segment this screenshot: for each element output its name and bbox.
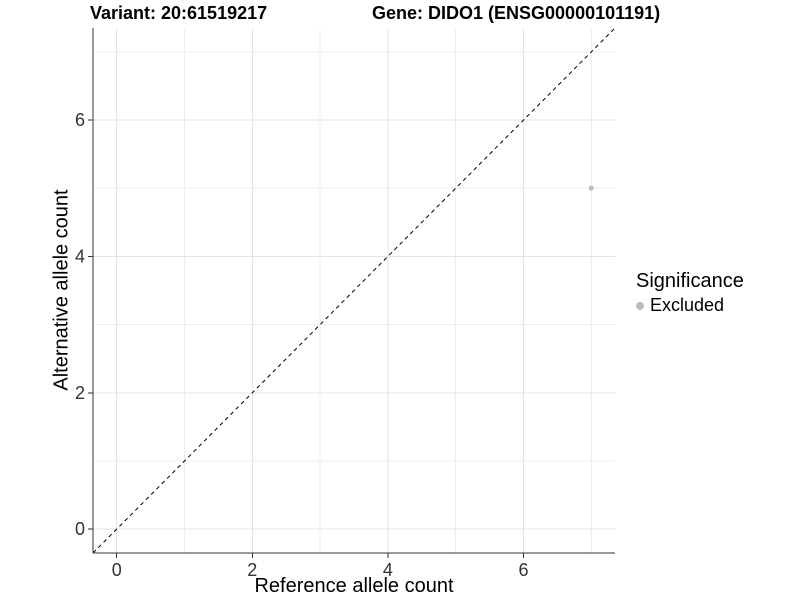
y-tick-label: 2 bbox=[75, 383, 85, 403]
legend-item-excluded: Excluded bbox=[636, 295, 744, 316]
legend: Significance Excluded bbox=[636, 270, 744, 316]
y-tick-label: 4 bbox=[75, 246, 85, 266]
legend-title: Significance bbox=[636, 270, 744, 292]
data-point bbox=[588, 185, 594, 191]
x-tick-label: 6 bbox=[518, 560, 528, 580]
x-axis-title: Reference allele count bbox=[254, 575, 454, 597]
legend-point-icon bbox=[636, 301, 644, 310]
y-tick-label: 6 bbox=[75, 110, 85, 130]
plot-title-gene: Gene: DIDO1 (ENSG00000101191) bbox=[372, 3, 661, 23]
plot-title-variant: Variant: 20:61519217 bbox=[90, 3, 268, 23]
x-tick-label: 4 bbox=[383, 560, 393, 580]
identity-line bbox=[93, 28, 615, 553]
y-axis-title: Alternative allele count bbox=[50, 189, 73, 391]
legend-item-label: Excluded bbox=[650, 295, 725, 315]
x-tick-label: 0 bbox=[112, 560, 122, 580]
y-tick-label: 0 bbox=[75, 519, 85, 539]
x-tick-label: 2 bbox=[247, 560, 257, 580]
